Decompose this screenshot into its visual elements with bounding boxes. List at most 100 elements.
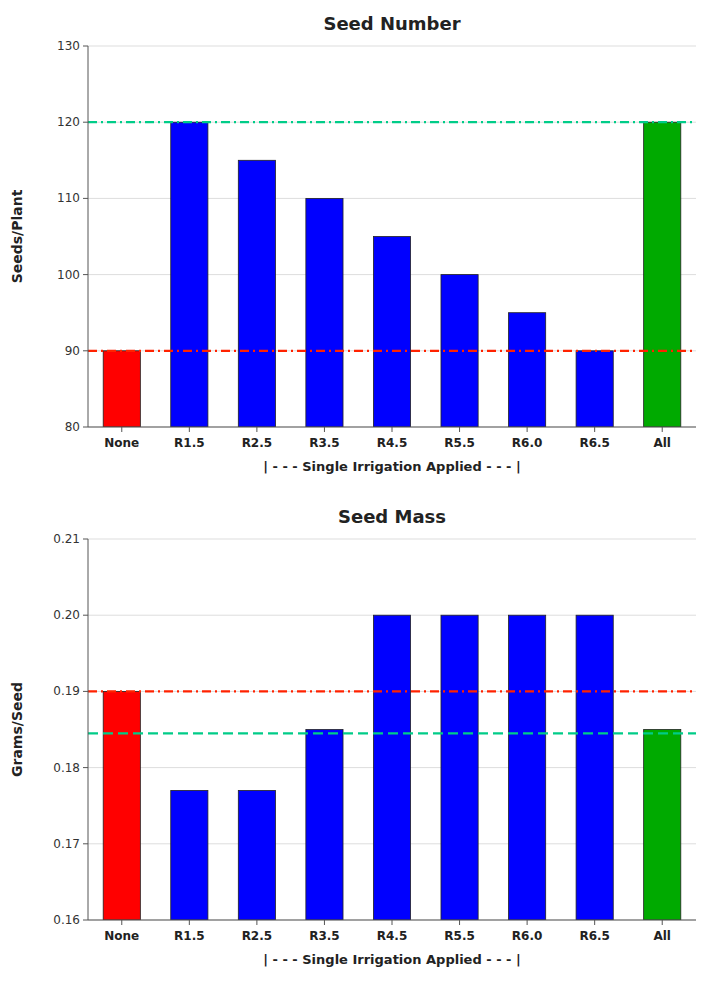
bar [171,790,208,920]
x-tick-label: R5.5 [444,436,475,450]
x-tick [594,427,595,432]
grid-line [88,691,696,692]
bar [509,615,546,920]
x-tick-label: All [653,436,671,450]
y-tick [83,691,88,692]
x-axis-label: | - - - Single Irrigation Applied - - - … [263,459,521,474]
y-tick [83,198,88,199]
x-tick [121,427,122,432]
bar [306,198,343,427]
x-tick [324,920,325,925]
y-tick [83,843,88,844]
reference-line [88,732,696,734]
x-tick [594,920,595,925]
bar [576,615,613,920]
y-tick [83,615,88,616]
x-tick-label: None [104,436,139,450]
reference-line [88,121,696,123]
y-tick [83,767,88,768]
x-tick-label: R6.5 [579,436,610,450]
figure: Seed Number 80 90 100 110 120 130 None R1.5 R2.5 R… [0,0,720,986]
y-tick [83,274,88,275]
y-tick [83,427,88,428]
chart-panel: Seed Mass 0.16 0.17 0.18 0.19 0.20 0.21 None R1.… [9,506,696,967]
y-tick-label: 0.19 [53,684,80,698]
y-tick-label: 0.20 [53,608,80,622]
x-axis: None R1.5 R2.5 R3.5 R4.5 R5.5 R6.0 R6.5 All [104,427,671,450]
x-tick [662,920,663,925]
grid-line [88,539,696,540]
y-tick-label: 110 [57,191,80,205]
y-tick-label: 80 [65,420,80,434]
y-axis-label: Seeds/Plant [9,189,25,283]
bar [103,351,140,427]
x-tick-label: R5.5 [444,929,475,943]
bar [644,122,681,427]
x-tick-label: All [653,929,671,943]
bar [373,237,410,428]
plot-area [88,122,696,427]
x-tick-label: R4.5 [377,929,408,943]
y-axis-line [88,46,89,427]
y-tick [83,46,88,47]
x-tick-label: R1.5 [174,436,205,450]
background [0,0,720,986]
x-tick [662,427,663,432]
chart-title: Seed Mass [338,506,446,527]
y-axis-label: Grams/Seed [9,682,25,777]
bar [171,122,208,427]
x-axis: NoneR1.5R2.5R3.5R4.5R5.5R6.0R6.5All [104,920,671,943]
plot-area [88,615,696,920]
x-tick-label: R4.5 [377,436,408,450]
x-tick [392,427,393,432]
x-tick [189,427,190,432]
reference-line [88,350,696,352]
x-tick [459,427,460,432]
bar [103,691,140,920]
x-tick-label: R1.5 [174,929,205,943]
bar [441,615,478,920]
x-tick-label: R3.5 [309,436,340,450]
bar [373,615,410,920]
x-tick-label: None [104,929,139,943]
x-tick [121,920,122,925]
x-tick-label: R2.5 [242,436,273,450]
bar [306,730,343,921]
x-tick-label: R6.0 [512,436,543,450]
y-axis: 0.16 0.17 0.18 0.19 0.20 0.21 [53,532,696,927]
x-axis-label: | - - - Single Irrigation Applied - - - … [263,952,521,967]
x-tick [527,920,528,925]
chart-title: Seed Number [323,13,460,34]
x-tick [189,920,190,925]
y-tick-label: 120 [57,115,80,129]
y-tick [83,350,88,351]
bar [238,160,275,427]
x-tick-label: R6.5 [579,929,610,943]
x-tick [256,920,257,925]
y-tick-label: 0.16 [53,913,80,927]
y-tick-label: 0.17 [53,837,80,851]
y-axis-line [88,539,89,920]
x-tick [392,920,393,925]
bar [509,313,546,427]
y-tick-label: 0.21 [53,532,80,546]
chart-panel: Seed Number 80 90 100 110 120 130 None R1.5 R2.5 R… [9,13,696,474]
bar [238,790,275,920]
grid-line [88,46,696,47]
x-tick [459,920,460,925]
bar [644,730,681,921]
x-tick [256,427,257,432]
y-tick-label: 130 [57,39,80,53]
x-tick [527,427,528,432]
bar [576,351,613,427]
y-tick-label: 90 [65,344,80,358]
y-tick-label: 0.18 [53,761,80,775]
x-tick-label: R2.5 [242,929,273,943]
y-tick [83,920,88,921]
x-tick [324,427,325,432]
reference-line [88,690,696,692]
y-tick [83,122,88,123]
y-axis: 80 90 100 110 120 130 [57,39,696,434]
y-tick [83,539,88,540]
y-tick-label: 100 [57,268,80,282]
